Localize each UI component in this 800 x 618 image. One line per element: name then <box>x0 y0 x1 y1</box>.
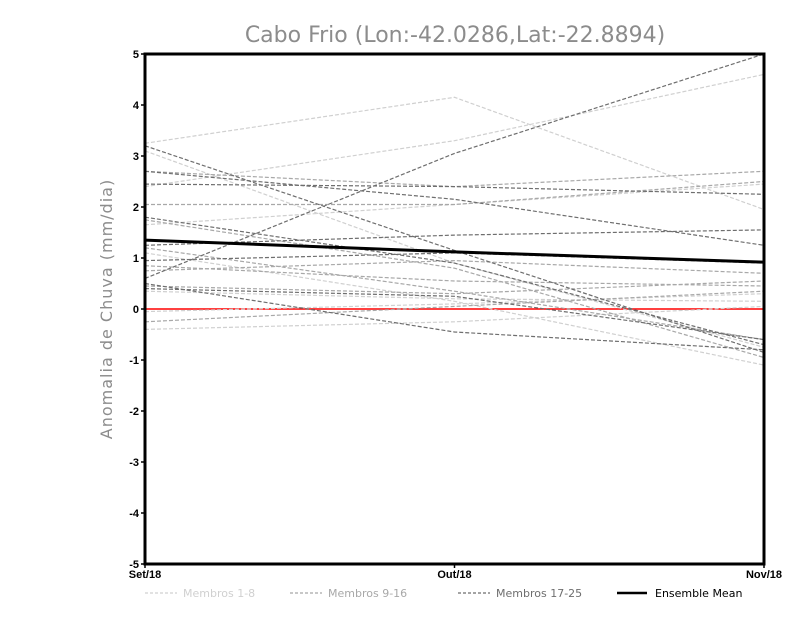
y-axis-label: Anomalia de Chuva (mm/dia) <box>97 179 116 439</box>
ensemble-mean-line <box>145 238 764 264</box>
series-line-group2-member-11 <box>145 280 764 295</box>
series-line-group1-member-4 <box>145 290 764 302</box>
series-line-group1-member-5 <box>145 293 764 313</box>
plot-area <box>145 54 764 366</box>
legend-label: Membros 9-16 <box>328 587 407 600</box>
series-line-group2-member-12 <box>145 290 764 323</box>
y-tick-label: -4 <box>129 508 140 520</box>
x-tick-label: Set/18 <box>129 569 161 581</box>
series-line-group1-member-3 <box>145 183 764 226</box>
x-tick-label: Nov/18 <box>746 569 782 581</box>
series-line-group3-member-21 <box>145 229 764 246</box>
series-line-group2-member-14 <box>145 259 764 274</box>
legend-label: Membros 17-25 <box>496 587 582 600</box>
series-line-group3-member-25 <box>145 288 764 341</box>
series-line-group1-member-6 <box>145 305 764 330</box>
series-line-group3-member-19 <box>145 170 764 246</box>
y-tick-label: 3 <box>133 151 139 163</box>
series-line-group1-member-2 <box>145 73 764 188</box>
series-line-group2-member-13 <box>145 247 764 341</box>
series-line-group3-member-17 <box>145 54 764 279</box>
legend: Membros 1-8 Membros 9-16 Membros 17-25 Ense… <box>145 587 742 600</box>
y-tick-label: 0 <box>133 304 139 316</box>
y-tick-label: -5 <box>129 559 139 571</box>
series-line-group3-member-20 <box>145 183 764 195</box>
y-tick-label: -3 <box>129 457 139 469</box>
series-line-group2-member-15 <box>145 219 764 359</box>
series-line-group2-member-9 <box>145 180 764 206</box>
chart-title: Cabo Frio (Lon:-42.0286,Lat:-22.8894) <box>245 23 665 48</box>
y-tick-label: 4 <box>133 100 140 112</box>
y-tick-label: 5 <box>133 49 139 61</box>
y-tick-label: -1 <box>129 355 139 367</box>
series-line-group2-member-10 <box>145 265 764 287</box>
legend-label: Ensemble Mean <box>655 587 742 600</box>
series-line-group3-member-24 <box>145 282 764 351</box>
series-line-group1-member-8 <box>145 150 764 348</box>
y-tick-label: 1 <box>133 253 139 265</box>
y-tick-label: 2 <box>133 202 139 214</box>
series-line-group1-member-1 <box>145 96 764 211</box>
y-tick-label: -2 <box>129 406 139 418</box>
series-line-group3-member-23 <box>145 216 764 346</box>
legend-label: Membros 1-8 <box>183 587 255 600</box>
x-tick-label: Out/18 <box>437 569 471 581</box>
